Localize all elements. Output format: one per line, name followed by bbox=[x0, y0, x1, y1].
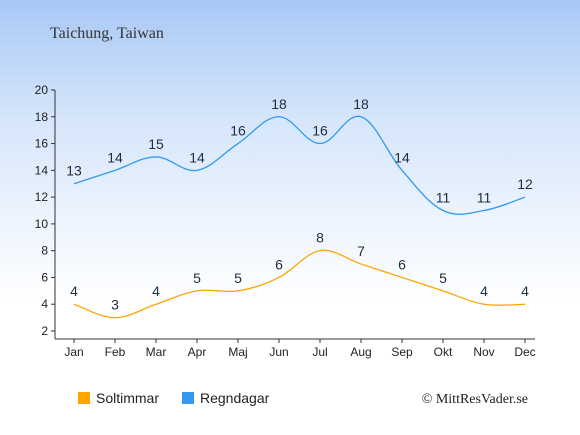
y-tick-label: 8 bbox=[41, 244, 48, 258]
legend-swatch-soltimmar bbox=[78, 392, 90, 404]
data-label-regndagar: 14 bbox=[189, 149, 205, 165]
data-label-regndagar: 14 bbox=[394, 149, 410, 165]
data-label-soltimmar: 7 bbox=[357, 243, 365, 259]
data-label-soltimmar: 4 bbox=[480, 283, 488, 299]
data-label-regndagar: 18 bbox=[271, 96, 287, 112]
y-tick-label: 16 bbox=[35, 137, 49, 151]
data-label-soltimmar: 4 bbox=[70, 283, 78, 299]
x-tick-label: Feb bbox=[105, 345, 126, 359]
y-tick-label: 4 bbox=[41, 297, 48, 311]
x-tick-label: Jun bbox=[269, 345, 288, 359]
axes: 2 4 6 8 10 12 14 16 18 20 Jan Feb Mar Apr Maj Jun Jul Aug… bbox=[35, 83, 536, 359]
copyright: © MittResVader.se bbox=[422, 392, 528, 407]
data-label-soltimmar: 3 bbox=[111, 297, 119, 313]
legend: Soltimmar Regndagar bbox=[78, 390, 270, 406]
legend-swatch-regndagar bbox=[182, 392, 194, 404]
data-label-regndagar: 16 bbox=[230, 123, 246, 139]
x-tick-label: Sep bbox=[391, 345, 413, 359]
data-label-soltimmar: 4 bbox=[521, 283, 529, 299]
chart-title: Taichung, Taiwan bbox=[50, 25, 164, 42]
data-label-regndagar: 14 bbox=[107, 149, 123, 165]
data-label-regndagar: 11 bbox=[477, 190, 492, 206]
data-label-soltimmar: 6 bbox=[398, 256, 406, 272]
data-label-soltimmar: 8 bbox=[316, 230, 324, 246]
data-label-soltimmar: 5 bbox=[193, 270, 201, 286]
x-tick-label: Apr bbox=[188, 345, 207, 359]
y-tick-label: 10 bbox=[35, 217, 49, 231]
series-line-regndagar bbox=[73, 115, 526, 215]
y-tick-label: 18 bbox=[35, 110, 49, 124]
legend-label-soltimmar: Soltimmar bbox=[96, 390, 159, 406]
x-tick-label: Jul bbox=[312, 345, 327, 359]
data-label-soltimmar: 5 bbox=[234, 270, 242, 286]
data-label-soltimmar: 6 bbox=[275, 256, 283, 272]
legend-label-regndagar: Regndagar bbox=[200, 390, 270, 406]
series-layer bbox=[73, 115, 526, 319]
y-tick-label: 14 bbox=[35, 163, 49, 177]
y-tick-label: 6 bbox=[41, 270, 48, 284]
y-tick-label: 20 bbox=[35, 83, 49, 97]
data-label-soltimmar: 5 bbox=[439, 270, 447, 286]
data-labels: 4 3 4 5 5 6 8 7 6 5 4 4 13 14 15 14 16 18 16 18 14 11 11 12 bbox=[66, 96, 533, 313]
x-tick-label: Maj bbox=[228, 345, 247, 359]
y-tick-label: 12 bbox=[35, 190, 49, 204]
x-tick-label: Nov bbox=[473, 345, 494, 359]
x-tick-label: Dec bbox=[514, 345, 535, 359]
x-tick-label: Okt bbox=[434, 345, 453, 359]
data-label-regndagar: 16 bbox=[312, 123, 328, 139]
x-tick-label: Mar bbox=[146, 345, 167, 359]
data-label-regndagar: 12 bbox=[517, 176, 533, 192]
x-tick-label: Aug bbox=[350, 345, 371, 359]
series-line-soltimmar bbox=[73, 249, 526, 319]
y-tick-label: 2 bbox=[41, 324, 48, 338]
data-label-regndagar: 18 bbox=[353, 96, 369, 112]
data-label-soltimmar: 4 bbox=[152, 283, 160, 299]
x-tick-label: Jan bbox=[64, 345, 83, 359]
data-label-regndagar: 15 bbox=[148, 136, 164, 152]
data-label-regndagar: 13 bbox=[66, 163, 82, 179]
data-label-regndagar: 11 bbox=[436, 190, 451, 206]
